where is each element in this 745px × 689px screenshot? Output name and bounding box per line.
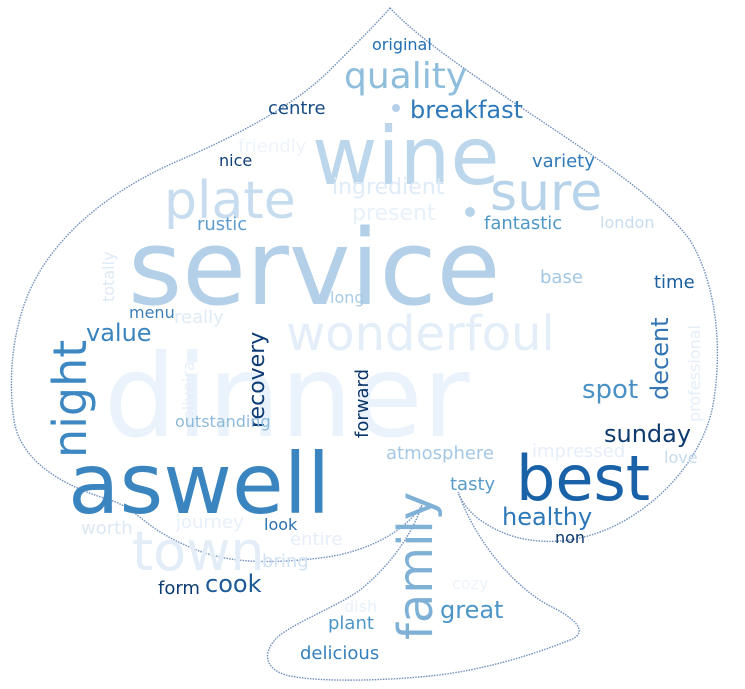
word-oliveira: oliveira (179, 361, 198, 420)
word-family: family (388, 492, 444, 640)
word-forward: forward (352, 369, 373, 438)
word-atmosphere: atmosphere (386, 443, 494, 464)
word-london: london (600, 213, 654, 232)
word-sunday: sunday (604, 420, 691, 448)
word-ingredient: ingredient (332, 175, 445, 200)
word-present: present (352, 201, 436, 226)
word-plant: plant (328, 613, 374, 634)
decorative-dot-left (392, 104, 400, 112)
word-journey: journey (175, 512, 244, 533)
word-bring: bring (262, 551, 309, 572)
word-centre: centre (268, 98, 326, 119)
decorative-dot-right (465, 207, 475, 217)
word-base: base (540, 267, 583, 288)
word-great: great (440, 596, 503, 624)
spade-outline (10, 6, 719, 681)
word-plate: plate (164, 171, 296, 231)
word-night: night (43, 340, 97, 458)
word-impressed: impressed (532, 441, 625, 462)
word-really: really (174, 307, 224, 328)
word-love: love (664, 448, 698, 467)
word-look: look (264, 515, 298, 534)
word-spot: spot (582, 375, 638, 405)
word-original: original (372, 35, 432, 54)
word-town: town (132, 520, 265, 583)
word-quality: quality (344, 56, 467, 97)
word-form: form (158, 578, 200, 599)
word-cook: cook (205, 570, 262, 598)
word-worth: worth (81, 518, 133, 539)
word-nice: nice (219, 151, 252, 170)
word-decent: decent (646, 317, 674, 400)
word-tasty: tasty (450, 474, 496, 495)
words-layer: dinner service wine aswell best wonderfo… (43, 35, 704, 664)
word-menu: menu (129, 303, 175, 322)
word-outstanding: outstanding (175, 412, 271, 431)
word-recovery: recovery (245, 332, 270, 428)
word-delicious: delicious (300, 643, 379, 664)
word-friendly: friendly (238, 136, 307, 157)
word-dish: dish (344, 597, 377, 616)
word-wonderfoul: wonderfoul (286, 306, 555, 362)
word-rustic: rustic (197, 214, 247, 235)
word-service: service (128, 207, 501, 329)
word-dinner: dinner (104, 330, 470, 463)
word-fantastic: fantastic (484, 213, 562, 234)
word-best: best (516, 442, 650, 515)
word-entire: entire (290, 529, 343, 550)
word-cozy: cozy (452, 574, 488, 593)
word-aswell: aswell (68, 435, 330, 533)
word-long: long (330, 288, 365, 307)
word-totally: totally (99, 252, 118, 303)
word-time: time (654, 272, 695, 293)
word-healthy: healthy (502, 503, 592, 531)
word-non: non (555, 528, 585, 547)
word-breakfast: breakfast (410, 96, 523, 124)
word-value: value (86, 319, 152, 347)
word-wine: wine (312, 110, 500, 203)
word-variety: variety (532, 151, 595, 172)
word-sure: sure (490, 163, 602, 223)
word-professional: professional (685, 325, 704, 422)
